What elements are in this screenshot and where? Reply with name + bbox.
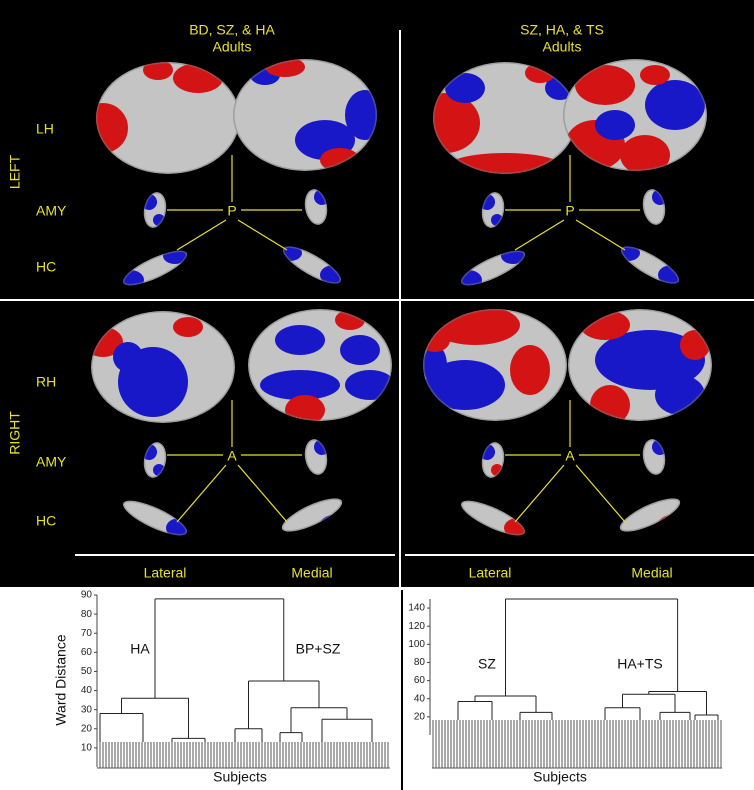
hub-label: P (565, 203, 574, 219)
amygdala (141, 190, 168, 230)
activation-blob (173, 317, 203, 337)
row-label: HC (36, 259, 56, 275)
y-tick-label: 20 (81, 723, 93, 734)
connector (176, 464, 227, 523)
activation-blob (595, 330, 705, 390)
amygdala-shade (303, 187, 329, 227)
view-label: Lateral (144, 565, 187, 581)
connector (575, 219, 626, 251)
cluster-label: SZ (478, 656, 496, 672)
side-label: RIGHT (7, 411, 23, 455)
view-label: Lateral (469, 565, 512, 581)
connector (575, 464, 626, 523)
cluster-label: HA (130, 641, 150, 657)
amygdala (303, 187, 330, 227)
row-label: LH (36, 121, 54, 137)
amygdala-shade (142, 190, 168, 230)
y-tick-label: 120 (408, 621, 425, 632)
activation-blob (433, 93, 480, 153)
activation-blob (445, 73, 485, 103)
brain (96, 62, 240, 174)
y-tick-label: 30 (81, 704, 93, 715)
view-label: Medial (291, 565, 332, 581)
activation-blob (575, 65, 635, 105)
hippocampus-shade (459, 499, 527, 537)
activation-blob (113, 342, 143, 372)
panel-title: SZ, HA, & TS (520, 22, 604, 38)
panel-subtitle: Adults (213, 39, 252, 55)
amygdala (479, 440, 506, 480)
y-tick-label: 40 (81, 685, 93, 696)
activation-blob (620, 135, 670, 171)
y-tick-label: 70 (81, 628, 93, 639)
cluster-label: HA+TS (617, 656, 663, 672)
view-label: Medial (631, 565, 672, 581)
hub-label: A (565, 448, 575, 464)
y-tick-label: 90 (81, 590, 93, 601)
y-tick-label: 80 (81, 609, 93, 620)
activation-blob (96, 103, 128, 153)
connector (237, 464, 288, 523)
amygdala-shade (641, 437, 667, 477)
hippocampus-shade (121, 249, 189, 287)
y-tick-label: 10 (81, 743, 93, 754)
hippocampus-shade (121, 499, 189, 537)
connector (176, 219, 227, 251)
y-tick-label: 40 (414, 693, 426, 704)
y-axis-label: Ward Distance (53, 634, 69, 726)
amygdala-shade (142, 440, 168, 480)
y-tick-label: 60 (414, 675, 426, 686)
y-tick-label: 140 (408, 603, 425, 614)
brain (423, 309, 567, 421)
row-label: AMY (36, 203, 67, 219)
amygdala-shade (480, 440, 506, 480)
activation-blob (510, 345, 550, 395)
leaf-band (97, 742, 390, 768)
hub-label: P (227, 203, 236, 219)
y-tick-label: 60 (81, 647, 93, 658)
hippocampus-shade (459, 249, 527, 287)
hub-label: A (227, 448, 237, 464)
row-label: RH (36, 374, 56, 390)
row-label: HC (36, 513, 56, 529)
amygdala-shade (303, 437, 329, 477)
brain (433, 62, 577, 174)
y-tick-label: 20 (414, 712, 426, 723)
activation-blob (445, 153, 565, 174)
activation-blob (645, 80, 705, 130)
leaf-band (432, 720, 722, 768)
brain (248, 309, 392, 421)
brain (568, 309, 712, 421)
activation-blob (260, 370, 340, 400)
activation-blob (595, 110, 635, 140)
activation-blob (423, 345, 447, 385)
connector (514, 464, 565, 523)
panel-title: BD, SZ, & HA (189, 22, 275, 38)
connector (514, 219, 565, 251)
x-axis-label: Subjects (213, 769, 267, 785)
panel-subtitle: Adults (543, 39, 582, 55)
y-tick-label: 80 (414, 657, 426, 668)
side-label: LEFT (7, 154, 23, 189)
amygdala-shade (480, 190, 506, 230)
brain (91, 311, 235, 423)
activation-blob (340, 335, 380, 365)
hippocampus-shade (280, 496, 344, 534)
y-tick-label: 100 (408, 639, 425, 650)
connector (237, 219, 288, 251)
amygdala-shade (641, 187, 667, 227)
x-axis-label: Subjects (533, 769, 587, 785)
hippocampus-surface (619, 498, 681, 532)
hippocampus-shade (618, 496, 682, 534)
hippocampus-surface (281, 498, 343, 532)
y-tick-label: 50 (81, 666, 93, 677)
activation-blob (640, 65, 670, 85)
activation-blob (275, 325, 325, 355)
row-label: AMY (36, 454, 67, 470)
cluster-label: BP+SZ (296, 641, 341, 657)
